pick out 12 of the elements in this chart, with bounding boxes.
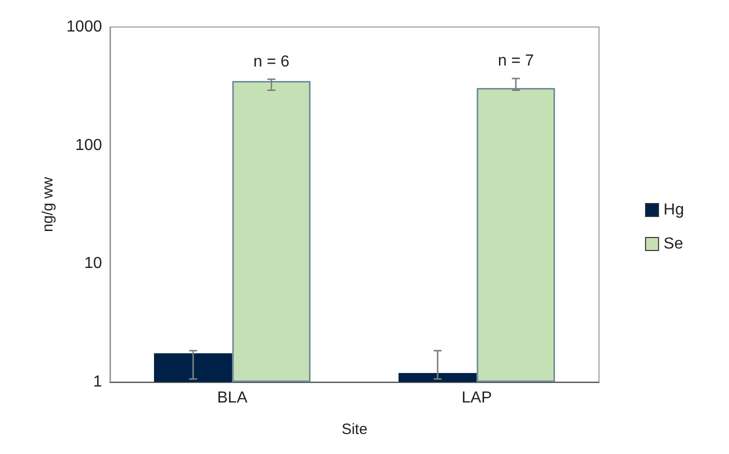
y-axis-title: ng/g ww	[40, 176, 57, 232]
x-axis-title: Site	[342, 421, 368, 438]
x-tick-label: LAP	[462, 390, 492, 406]
annotation: n = 6	[253, 53, 290, 70]
y-tick-label: 10	[84, 255, 102, 272]
y-tick-label: 1	[93, 374, 102, 390]
legend-label: Hg	[664, 202, 684, 218]
legend-label: Se	[664, 236, 684, 252]
y-tick-label: 1000	[66, 18, 102, 36]
y-tick-label: 100	[75, 136, 102, 154]
x-tick-label: BLA	[217, 390, 248, 406]
annotation: n = 7	[498, 52, 534, 70]
